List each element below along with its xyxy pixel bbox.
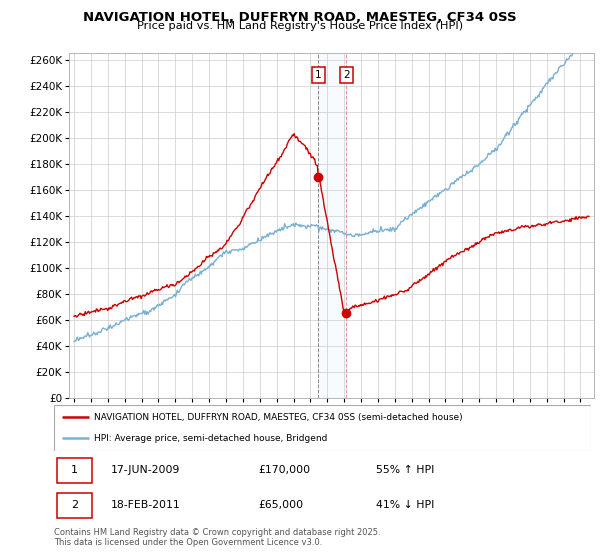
Text: 2: 2 xyxy=(71,501,78,510)
Text: 55% ↑ HPI: 55% ↑ HPI xyxy=(376,465,434,475)
Text: £65,000: £65,000 xyxy=(258,501,303,510)
Text: 2: 2 xyxy=(343,71,350,80)
FancyBboxPatch shape xyxy=(54,405,591,451)
Text: 1: 1 xyxy=(315,71,322,80)
Text: £170,000: £170,000 xyxy=(258,465,310,475)
Text: Price paid vs. HM Land Registry's House Price Index (HPI): Price paid vs. HM Land Registry's House … xyxy=(137,21,463,31)
Text: 18-FEB-2011: 18-FEB-2011 xyxy=(110,501,180,510)
Text: NAVIGATION HOTEL, DUFFRYN ROAD, MAESTEG, CF34 0SS (semi-detached house): NAVIGATION HOTEL, DUFFRYN ROAD, MAESTEG,… xyxy=(94,413,463,422)
Text: Contains HM Land Registry data © Crown copyright and database right 2025.
This d: Contains HM Land Registry data © Crown c… xyxy=(54,528,380,547)
Text: NAVIGATION HOTEL, DUFFRYN ROAD, MAESTEG, CF34 0SS: NAVIGATION HOTEL, DUFFRYN ROAD, MAESTEG,… xyxy=(83,11,517,24)
Text: 17-JUN-2009: 17-JUN-2009 xyxy=(110,465,180,475)
FancyBboxPatch shape xyxy=(56,458,92,483)
FancyBboxPatch shape xyxy=(56,493,92,518)
Text: 41% ↓ HPI: 41% ↓ HPI xyxy=(376,501,434,510)
Text: 1: 1 xyxy=(71,465,78,475)
Text: HPI: Average price, semi-detached house, Bridgend: HPI: Average price, semi-detached house,… xyxy=(94,434,328,443)
Bar xyxy=(318,53,346,398)
